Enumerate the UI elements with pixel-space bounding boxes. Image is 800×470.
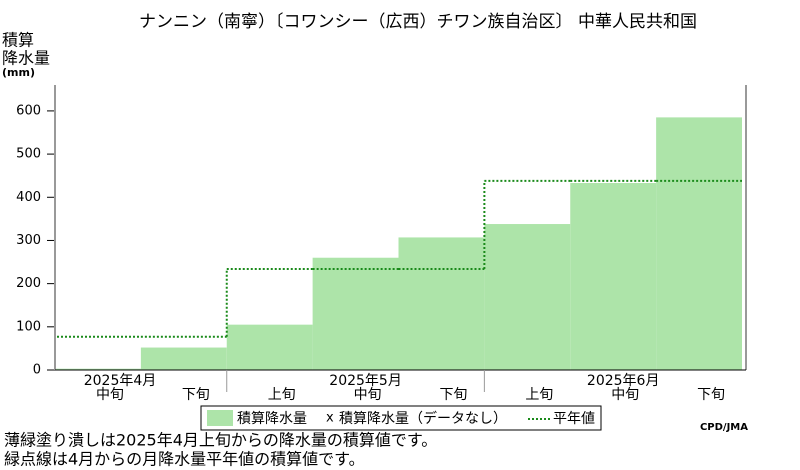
y-tick-label: 200 [16,276,41,291]
legend-label: 平年値 [553,411,595,427]
y-label: 降水量 [2,49,50,68]
x-tick-label: 中旬 [354,387,382,403]
legend-label: 積算降水量 [237,411,307,427]
note: 緑点線は4月からの月降水量平年値の積算値です。 [4,450,365,469]
y-tick-label: 400 [16,190,41,205]
bar [570,183,657,370]
bar [140,347,227,370]
bar [484,224,571,370]
y-tick-label: 600 [16,103,41,118]
chart-title: ナンニン（南寧）〔コワンシー（広西）チワン族自治区〕 中華人民共和国 [139,12,697,32]
credit: CPD/JMA [700,422,748,433]
month-label: 2025年4月 [84,373,157,389]
bar [656,117,742,371]
bar [398,237,485,370]
legend-label: 積算降水量（データなし） [339,410,507,427]
x-tick-label: 中旬 [96,387,124,403]
month-label: 2025年6月 [587,373,660,389]
legend-swatch [207,410,233,426]
note: 薄緑塗り潰しは2025年4月上旬からの降水量の積算値です。 [4,431,437,450]
y-tick-label: 500 [16,147,41,162]
x-tick-label: 下旬 [182,387,210,403]
bar [226,324,313,370]
x-tick-label: 上旬 [525,387,553,403]
x-tick-label: 中旬 [611,387,639,403]
y-tick-label: 0 [33,363,41,378]
bar [312,257,399,370]
month-label: 2025年5月 [329,373,402,389]
x-tick-label: 下旬 [439,387,467,403]
legend-marker: x [326,411,334,426]
legend-box [200,405,602,431]
y-label: 積算 [2,31,34,50]
y-tick-label: 300 [16,233,41,248]
y-tick-label: 100 [16,319,41,334]
x-tick-label: 上旬 [268,387,296,403]
x-tick-label: 下旬 [697,387,725,403]
bar [55,368,141,370]
y-label: (mm) [2,66,35,79]
